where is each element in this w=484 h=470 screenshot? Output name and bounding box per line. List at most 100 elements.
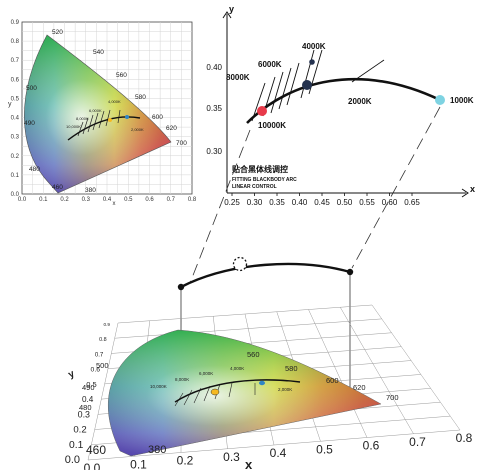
zoom-x-axis-label: x (470, 184, 475, 194)
small-x-tick: 0.0 (18, 197, 27, 203)
persp-cct-10000: 10,000K (150, 384, 167, 389)
small-y-tick: 0.8 (11, 39, 20, 45)
zoom-x-tick: 0.30 (247, 198, 263, 207)
mid-blackbody-arc (180, 262, 351, 289)
mid-arc-end-point (346, 268, 354, 276)
perspective-marker-yellow (210, 388, 220, 396)
small-x-tick: 0.3 (82, 197, 91, 203)
small-wl-560: 560 (116, 72, 127, 79)
small-x-tick: 0.4 (103, 197, 112, 203)
zoom-x-tick: 0.40 (292, 198, 308, 207)
zoom-x-arrow (461, 188, 469, 198)
persp-wl-490: 490 (82, 383, 95, 392)
zoom-x-tick: 0.50 (337, 198, 353, 207)
small-wl-700: 700 (176, 140, 187, 147)
perspective-marker-blue (259, 380, 265, 386)
perspective-x-tick: 0.1 (130, 457, 147, 470)
zoom-cct-1000: 1000K (450, 96, 474, 105)
perspective-x-tick: 0.3 (223, 450, 240, 464)
perspective-x-tick: 0.5 (316, 442, 333, 456)
caption-chinese: 贴合黑体线调控 (232, 164, 288, 174)
perspective-x-tick: 0.4 (270, 446, 287, 460)
zoom-point-10000k (257, 106, 267, 116)
small-marker-blue (125, 115, 129, 119)
zoom-caption: 贴合黑体线调控 FITTING BLACKBODY ARC LINEAR CON… (232, 164, 297, 190)
zoom-y-ticks: 0.30 0.35 0.40 (206, 63, 222, 156)
persp-wl-600: 600 (326, 376, 339, 385)
small-temperature-labels: 10,000K 8,000K 6,000K 4,000K 2,000K (66, 99, 144, 132)
perspective-x-axis-label: x (245, 457, 253, 470)
small-wl-490: 490 (24, 120, 35, 127)
small-cct-10000: 10,000K (66, 124, 81, 129)
caption-english-2: LINEAR CONTROL (232, 184, 277, 190)
small-marker-yellow (108, 118, 112, 122)
zoom-cct-4000: 4000K (302, 42, 326, 51)
small-wl-500: 500 (26, 85, 37, 92)
zoom-cct-2000: 2000K (348, 97, 372, 106)
perspective-cie-chart: 0.0 0.1 0.2 0.3 0.4 0.5 0.6 0.7 0.8 0.0 0.1 0.2 0.3… (65, 304, 473, 470)
mid-arc-start-point (177, 283, 185, 291)
small-wl-620: 620 (166, 125, 177, 132)
persp-wl-560: 560 (247, 350, 260, 359)
persp-wl-480: 480 (79, 403, 92, 412)
zoom-x-tick: 0.65 (404, 198, 420, 207)
perspective-y-tick: 0.5 (86, 380, 96, 389)
small-y-tick: 0.6 (11, 77, 20, 83)
perspective-x-tick: 0.7 (409, 435, 426, 449)
small-cct-4000: 4,000K (108, 99, 121, 104)
perspective-isotherms (174, 382, 256, 407)
small-wl-540: 540 (93, 49, 104, 56)
perspective-planckian-arc (174, 379, 301, 403)
persp-cct-6000: 6,000K (199, 371, 213, 376)
small-y-tick: 0.5 (11, 96, 20, 102)
perspective-y-tick: 0.8 (99, 337, 107, 343)
small-locus-outline (24, 34, 172, 194)
zoom-y-arrow (222, 11, 232, 19)
zoom-y-tick: 0.40 (206, 63, 222, 72)
persp-wl-460: 460 (86, 443, 106, 457)
perspective-y-tick: 0.0 (65, 454, 80, 466)
zoom-x-tick: 0.55 (359, 198, 375, 207)
perspective-y-tick: 0.6 (91, 367, 101, 374)
small-x-tick: 0.5 (124, 197, 133, 203)
small-y-tick: 0.2 (11, 154, 20, 160)
perspective-x-tick: 0.6 (363, 439, 380, 453)
small-cct-8000: 8,000K (76, 116, 89, 121)
small-isotherms (77, 109, 121, 137)
zoom-blackbody-arc (246, 77, 441, 124)
small-wl-520: 520 (52, 29, 63, 36)
persp-cct-2000: 2,000K (278, 387, 292, 392)
zoom-temperature-labels: 4000K 6000K 8000K 2000K 1000K 10000K (226, 42, 474, 130)
perspective-x-tick: 0.8 (456, 431, 473, 445)
dashed-circle-marker (232, 256, 248, 272)
small-wl-460: 460 (52, 184, 63, 191)
small-wavelength-labels: 520 540 560 580 600 620 700 500 490 480 … (24, 29, 187, 194)
small-x-ticks: 0.0 0.1 0.2 0.3 0.4 0.5 0.6 0.7 0.8 (18, 197, 197, 203)
persp-wl-380: 380 (148, 444, 166, 456)
small-x-axis-label: x (113, 201, 116, 207)
zoom-cct-6000: 6000K (258, 60, 282, 69)
perspective-y-tick: 0.1 (69, 440, 84, 451)
small-wl-600: 600 (152, 114, 163, 121)
small-wl-480: 480 (29, 166, 40, 173)
zoom-chart: y x 0.25 0.30 0.35 0.40 0.45 0.50 0.55 0.60 0.65… (206, 4, 475, 207)
persp-wl-580: 580 (285, 364, 298, 373)
perspective-y-tick: 0.2 (73, 425, 86, 436)
zoom-y-tick: 0.35 (206, 104, 222, 113)
persp-wl-500: 500 (96, 361, 109, 370)
perspective-y-tick: 0.7 (95, 351, 104, 358)
zoom-point-4000k (302, 80, 312, 90)
small-x-tick: 0.1 (39, 197, 48, 203)
zoom-cct-8000: 8000K (226, 73, 250, 82)
perspective-wavelength-labels: 560 580 600 620 700 500 490 480 460 380 (79, 350, 399, 457)
small-wl-580: 580 (135, 94, 146, 101)
small-planckian-arc (67, 116, 141, 141)
zoom-x-tick: 0.25 (224, 198, 240, 207)
perspective-y-ticks: 0.0 0.1 0.2 0.3 0.4 0.5 0.6 0.7 0.8 0.9 (65, 322, 111, 466)
small-cct-2000: 2,000K (131, 127, 144, 132)
zoom-point-1000k (435, 95, 445, 105)
small-cie-chart: x y 0.0 0.1 0.2 0.3 0.4 0.5 0.6 0.7 0.8 0.00.10.… (8, 20, 197, 207)
zoom-x-tick: 0.45 (314, 198, 330, 207)
persp-wl-620: 620 (353, 383, 366, 392)
zoom-x-tick: 0.35 (269, 198, 285, 207)
